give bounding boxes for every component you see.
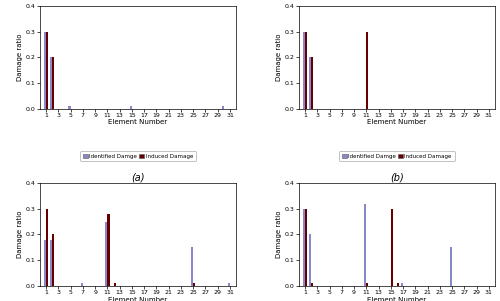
Bar (366, 283, 368, 286)
Legend: Identified Damge, Induced Damage: Identified Damge, Induced Damage (80, 151, 196, 161)
Legend: Identified Damge, Induced Damage: Identified Damge, Induced Damage (340, 151, 454, 161)
Bar (46, 32, 48, 109)
Bar (391, 209, 393, 286)
Y-axis label: Damage ratio: Damage ratio (17, 34, 23, 81)
Bar (108, 214, 110, 286)
Bar (68, 106, 70, 109)
Bar (52, 57, 54, 109)
Bar (46, 209, 48, 286)
X-axis label: Element Number: Element Number (368, 119, 426, 126)
Y-axis label: Damage ratio: Damage ratio (276, 211, 282, 258)
Bar (50, 240, 52, 286)
Bar (106, 222, 108, 286)
Bar (44, 240, 46, 286)
Bar (311, 57, 314, 109)
Bar (130, 106, 132, 109)
Bar (303, 209, 305, 286)
X-axis label: Element Number: Element Number (108, 119, 168, 126)
Bar (303, 32, 305, 109)
Bar (44, 32, 46, 109)
Bar (305, 32, 307, 109)
Bar (222, 106, 224, 109)
Bar (309, 234, 311, 286)
Bar (193, 283, 196, 286)
Bar (450, 247, 452, 286)
Bar (50, 57, 52, 109)
Bar (228, 283, 230, 286)
Bar (52, 234, 54, 286)
Bar (364, 203, 366, 286)
Bar (397, 283, 399, 286)
Text: (b): (b) (390, 173, 404, 183)
Bar (309, 57, 311, 109)
Y-axis label: Damage ratio: Damage ratio (17, 211, 23, 258)
Text: (a): (a) (132, 173, 145, 183)
Bar (311, 283, 314, 286)
Bar (305, 209, 307, 286)
Bar (366, 32, 368, 109)
Bar (114, 283, 116, 286)
Bar (401, 283, 403, 286)
X-axis label: Element Number: Element Number (368, 296, 426, 301)
Y-axis label: Damage ratio: Damage ratio (276, 34, 282, 81)
X-axis label: Element Number: Element Number (108, 296, 168, 301)
Bar (191, 247, 193, 286)
Bar (81, 283, 83, 286)
